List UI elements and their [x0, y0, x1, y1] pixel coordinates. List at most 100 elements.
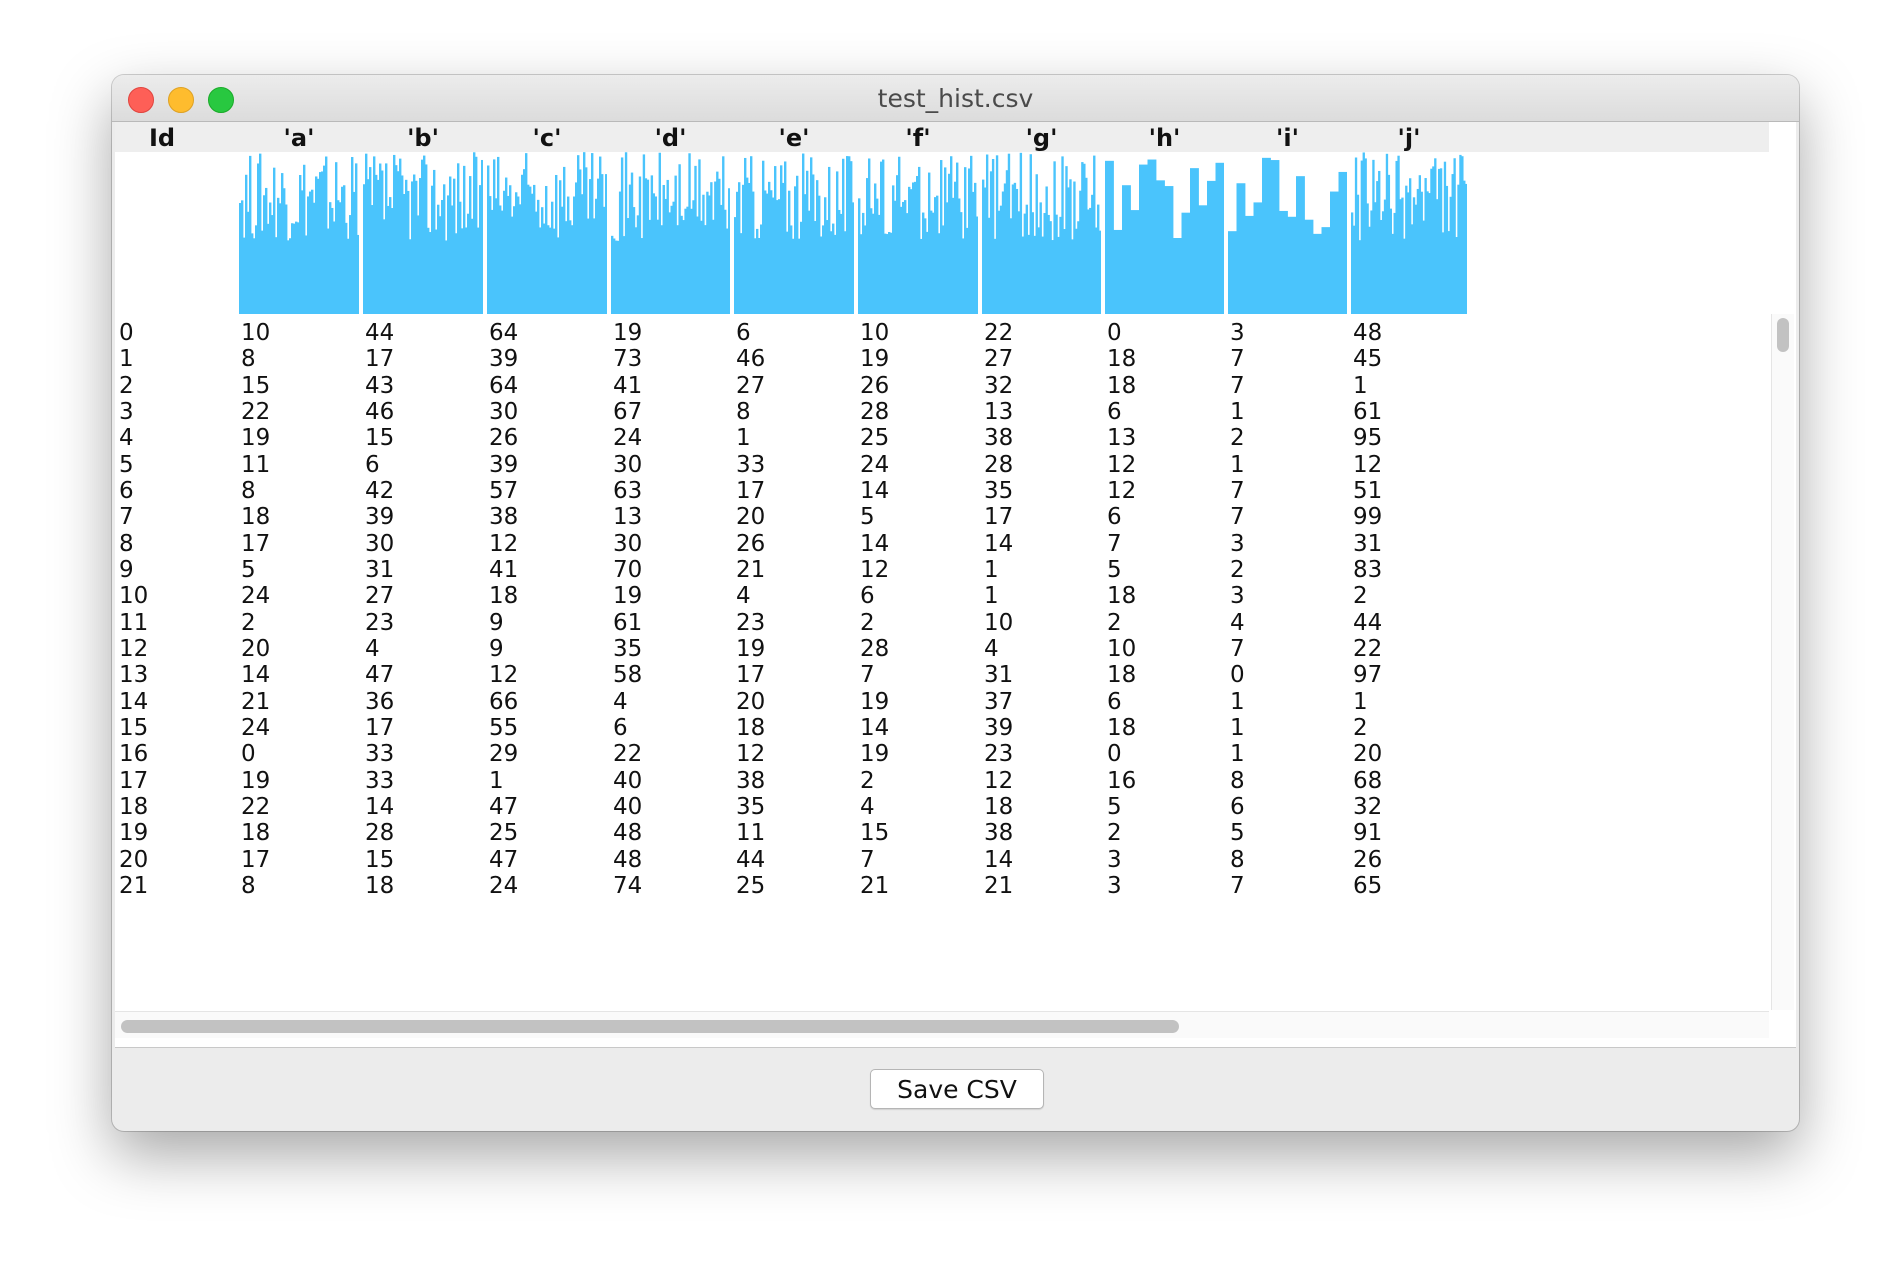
table-cell[interactable]: 21 [241, 688, 271, 715]
table-cell[interactable]: 25 [736, 872, 766, 899]
table-cell[interactable]: 61 [613, 609, 643, 636]
table-cell[interactable]: 68 [1353, 767, 1383, 794]
row-id-cell[interactable]: 6 [119, 477, 134, 504]
table-row[interactable]: 15 24 17 55 6 18 14 39 18 1 2 [115, 711, 1769, 743]
table-cell[interactable]: 22 [613, 741, 643, 768]
table-cell[interactable]: 2 [241, 609, 256, 636]
table-cell[interactable]: 0 [1107, 320, 1122, 346]
table-cell[interactable]: 22 [241, 793, 271, 820]
table-cell[interactable]: 1 [1230, 714, 1245, 741]
table-row[interactable]: 16 0 33 29 22 12 19 23 0 1 20 [115, 737, 1769, 769]
column-header[interactable]: 'e' [778, 124, 810, 152]
table-cell[interactable]: 57 [489, 477, 519, 504]
table-cell[interactable]: 14 [241, 662, 271, 689]
table-cell[interactable]: 4 [1230, 609, 1245, 636]
table-cell[interactable]: 7 [1230, 635, 1245, 662]
table-cell[interactable]: 35 [984, 477, 1014, 504]
table-cell[interactable]: 12 [984, 767, 1014, 794]
table-cell[interactable]: 23 [984, 741, 1014, 768]
table-cell[interactable]: 15 [365, 425, 395, 452]
table-cell[interactable]: 12 [489, 530, 519, 557]
table-row[interactable]: 10 24 27 18 19 4 6 1 18 3 2 [115, 579, 1769, 611]
table-cell[interactable]: 58 [613, 662, 643, 689]
table-cell[interactable]: 6 [365, 451, 380, 478]
row-id-cell[interactable]: 13 [119, 662, 149, 689]
row-id-cell[interactable]: 19 [119, 820, 149, 847]
table-cell[interactable]: 13 [984, 398, 1014, 425]
table-row[interactable]: 0 10 44 64 19 6 10 22 0 3 48 [115, 316, 1769, 348]
table-cell[interactable]: 9 [489, 635, 504, 662]
table-cell[interactable]: 36 [365, 688, 395, 715]
column-header[interactable]: 'c' [532, 124, 562, 152]
table-cell[interactable]: 17 [365, 714, 395, 741]
table-cell[interactable]: 38 [489, 504, 519, 531]
row-id-cell[interactable]: 20 [119, 846, 149, 873]
table-cell[interactable]: 8 [736, 398, 751, 425]
column-header[interactable]: 'g' [1025, 124, 1058, 152]
table-cell[interactable]: 19 [241, 767, 271, 794]
table-cell[interactable]: 22 [984, 320, 1014, 346]
table-cell[interactable]: 18 [1107, 714, 1137, 741]
table-row[interactable]: 14 21 36 66 4 20 19 37 6 1 1 [115, 685, 1769, 717]
table-cell[interactable]: 18 [241, 504, 271, 531]
table-cell[interactable]: 12 [1107, 451, 1137, 478]
row-id-cell[interactable]: 12 [119, 635, 149, 662]
table-cell[interactable]: 24 [489, 872, 519, 899]
table-cell[interactable]: 39 [984, 714, 1014, 741]
table-cell[interactable]: 11 [736, 820, 766, 847]
table-cell[interactable]: 35 [613, 635, 643, 662]
table-cell[interactable]: 8 [241, 872, 256, 899]
table-cell[interactable]: 67 [613, 398, 643, 425]
table-cell[interactable]: 39 [489, 346, 519, 373]
table-cell[interactable]: 17 [365, 346, 395, 373]
table-cell[interactable]: 4 [736, 583, 751, 610]
table-cell[interactable]: 6 [613, 714, 628, 741]
table-cell[interactable]: 33 [365, 741, 395, 768]
table-cell[interactable]: 40 [613, 767, 643, 794]
table-cell[interactable]: 74 [613, 872, 643, 899]
table-row[interactable]: 21 8 18 24 74 25 21 21 3 7 65 [115, 869, 1769, 901]
table-cell[interactable]: 44 [736, 846, 766, 873]
table-cell[interactable]: 33 [365, 767, 395, 794]
table-cell[interactable]: 20 [736, 504, 766, 531]
row-id-cell[interactable]: 5 [119, 451, 134, 478]
table-cell[interactable]: 25 [860, 425, 890, 452]
table-cell[interactable]: 12 [736, 741, 766, 768]
table-cell[interactable]: 24 [860, 451, 890, 478]
table-row[interactable]: 17 19 33 1 40 38 2 12 16 8 68 [115, 764, 1769, 796]
table-row[interactable]: 9 5 31 41 70 21 12 1 5 2 83 [115, 553, 1769, 585]
table-cell[interactable]: 0 [1230, 662, 1245, 689]
table-row[interactable]: 2 15 43 64 41 27 26 32 18 7 1 [115, 369, 1769, 401]
table-cell[interactable]: 15 [241, 372, 271, 399]
table-cell[interactable]: 47 [365, 662, 395, 689]
table-cell[interactable]: 14 [860, 714, 890, 741]
table-cell[interactable]: 48 [613, 846, 643, 873]
table-cell[interactable]: 46 [736, 346, 766, 373]
table-cell[interactable]: 0 [1107, 741, 1122, 768]
vertical-scrollbar-thumb[interactable] [1777, 318, 1789, 352]
table-cell[interactable]: 6 [1107, 398, 1122, 425]
row-id-cell[interactable]: 4 [119, 425, 134, 452]
table-cell[interactable]: 19 [860, 346, 890, 373]
table-cell[interactable]: 30 [613, 530, 643, 557]
table-cell[interactable]: 35 [736, 793, 766, 820]
table-cell[interactable]: 65 [1353, 872, 1383, 899]
table-row[interactable]: 6 8 42 57 63 17 14 35 12 7 51 [115, 474, 1769, 506]
table-cell[interactable]: 99 [1353, 504, 1383, 531]
table-cell[interactable]: 1 [736, 425, 751, 452]
table-row[interactable]: 5 11 6 39 30 33 24 28 12 1 12 [115, 448, 1769, 480]
table-cell[interactable]: 38 [984, 820, 1014, 847]
horizontal-scrollbar[interactable] [115, 1011, 1769, 1038]
table-cell[interactable]: 27 [365, 583, 395, 610]
table-cell[interactable]: 14 [984, 846, 1014, 873]
table-cell[interactable]: 7 [1230, 346, 1245, 373]
table-cell[interactable]: 66 [489, 688, 519, 715]
table-cell[interactable]: 48 [1353, 320, 1383, 346]
table-cell[interactable]: 40 [613, 793, 643, 820]
minimize-window-button[interactable] [168, 87, 194, 113]
row-id-cell[interactable]: 18 [119, 793, 149, 820]
row-id-cell[interactable]: 17 [119, 767, 149, 794]
table-cell[interactable]: 42 [365, 477, 395, 504]
column-header[interactable]: 'j' [1397, 124, 1421, 152]
table-cell[interactable]: 2 [1353, 714, 1368, 741]
